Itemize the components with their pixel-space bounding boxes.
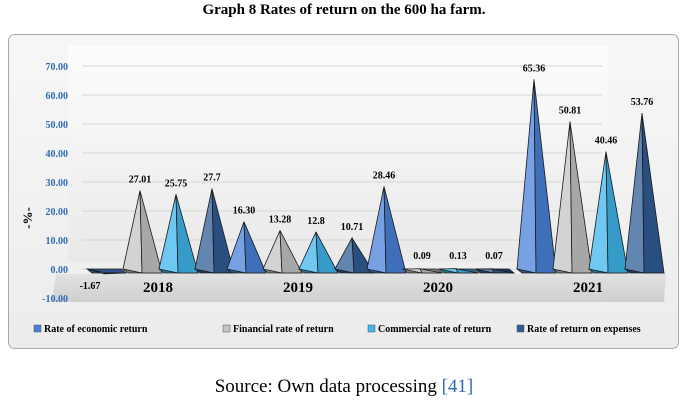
legend-swatch <box>222 324 231 333</box>
legend-label: Financial rate of return <box>233 324 334 335</box>
cone-2021-3 <box>587 151 630 274</box>
data-label: 10.71 <box>341 222 364 233</box>
plot-floor <box>52 274 666 302</box>
y-tick-label: 10.00 <box>46 236 69 247</box>
x-tick-label: 2021 <box>573 280 603 296</box>
data-label: 16.30 <box>233 206 256 217</box>
data-label: 0.07 <box>485 251 503 262</box>
legend-swatch <box>367 324 376 333</box>
cone-2018-1 <box>85 268 128 275</box>
legend: Rate of economic return Financial rate of… <box>33 324 641 335</box>
y-tick-label: 50.00 <box>46 120 69 131</box>
legend-swatch <box>516 324 525 333</box>
cone-2018-4 <box>193 188 236 274</box>
cone-2020-2 <box>401 268 444 274</box>
legend-item: Financial rate of return <box>222 324 334 335</box>
data-label: 50.81 <box>559 106 582 117</box>
chart-title: Graph 8 Rates of return on the 600 ha fa… <box>202 2 486 18</box>
chart-area: 70.0060.0050.0040.0030.0020.0010.000.00-… <box>8 34 679 349</box>
cone-2019-4 <box>333 236 376 274</box>
cone-2019-3 <box>297 231 340 274</box>
data-label: 28.46 <box>373 170 396 181</box>
cone-2021-2 <box>551 121 594 274</box>
y-tick-label: 20.00 <box>46 207 69 218</box>
data-label: 40.46 <box>595 136 618 147</box>
cone-2018-3 <box>157 194 200 274</box>
cone-2020-1 <box>365 186 408 274</box>
cone-2020-3 <box>437 268 480 274</box>
data-label: 0.09 <box>413 251 431 262</box>
legend-item: Commercial rate of return <box>367 324 492 335</box>
data-label: 0.13 <box>449 251 467 262</box>
cone-2021-1 <box>515 79 558 274</box>
source-text: Source: Own data processing <box>214 376 437 397</box>
y-tick-label: 60.00 <box>46 91 69 102</box>
x-tick-label: 2018 <box>143 280 173 296</box>
legend-label: Rate of return on expenses <box>527 324 641 335</box>
data-label: 13.28 <box>269 214 292 225</box>
data-label: 27.01 <box>129 175 152 186</box>
cone-2021-4 <box>623 113 666 274</box>
cone-2019-2 <box>261 230 304 274</box>
cone-2019-1 <box>225 221 268 274</box>
x-tick-label: 2020 <box>423 280 453 296</box>
y-tick-label: -10.00 <box>42 294 68 305</box>
y-tick-label: 30.00 <box>46 178 69 189</box>
cone-2020-4 <box>473 268 516 274</box>
y-tick-label: 0.00 <box>51 265 69 276</box>
data-label: 27.7 <box>203 173 221 184</box>
legend-swatch <box>33 324 42 333</box>
cone-2018-2 <box>121 190 164 274</box>
y-axis-label: -%- <box>20 207 35 229</box>
data-label: 53.76 <box>631 97 654 108</box>
data-label: 65.36 <box>523 63 546 74</box>
legend-item: Rate of economic return <box>33 324 148 335</box>
legend-label: Commercial rate of return <box>378 324 492 335</box>
legend-item: Rate of return on expenses <box>516 324 641 335</box>
y-tick-label: 70.00 <box>46 62 69 73</box>
data-label: 25.75 <box>165 178 188 189</box>
y-tick-label: 40.00 <box>46 149 69 160</box>
source-caption: Source: Own data processing [41] <box>0 376 688 398</box>
source-reference-link[interactable]: [41] <box>441 376 474 397</box>
data-label: -1.67 <box>80 281 101 292</box>
data-label: 12.8 <box>307 216 325 227</box>
x-tick-label: 2019 <box>283 280 313 296</box>
plot-back-wall <box>68 46 608 262</box>
legend-label: Rate of economic return <box>44 324 148 335</box>
